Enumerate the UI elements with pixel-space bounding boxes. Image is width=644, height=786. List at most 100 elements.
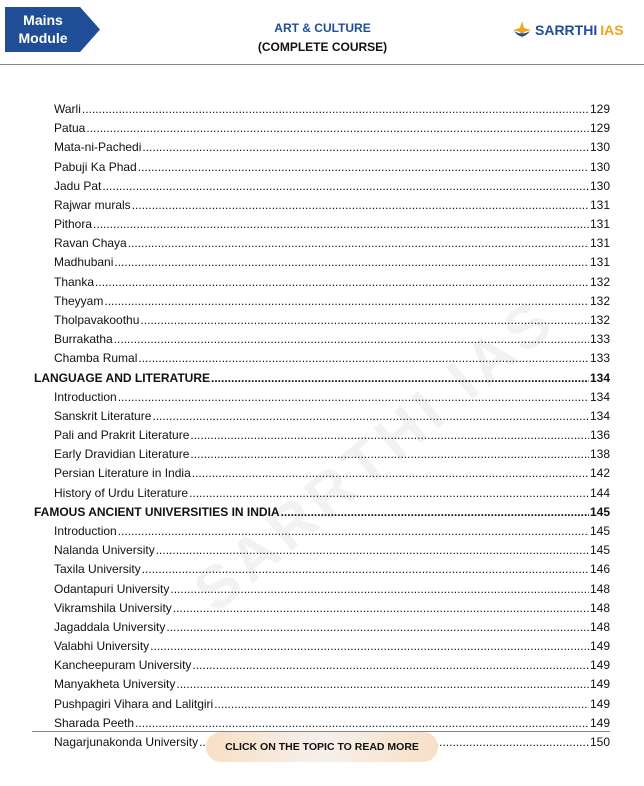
leader-dots [150, 639, 589, 653]
toc-entry[interactable]: Pithora 131 [54, 217, 610, 233]
leader-dots [104, 294, 589, 308]
toc-entry[interactable]: Tholpavakoothu 132 [54, 313, 610, 329]
toc-label: Rajwar murals [54, 197, 131, 212]
leader-dots [140, 313, 589, 327]
toc-label: Patua [54, 121, 86, 136]
leader-dots [190, 447, 589, 461]
toc-label: Madhubani [54, 255, 114, 270]
toc-section[interactable]: FAMOUS ANCIENT UNIVERSITIES IN INDIA 145 [34, 505, 610, 521]
toc-section[interactable]: LANGUAGE AND LITERATURE 134 [34, 371, 610, 387]
toc-page-number: 146 [589, 562, 610, 577]
toc-entry[interactable]: History of Urdu Literature 144 [54, 486, 610, 502]
toc-label: Ravan Chaya [54, 236, 127, 251]
toc-label: Taxila University [54, 562, 141, 577]
toc-label: Persian Literature in India [54, 466, 191, 481]
toc-page-number: 134 [589, 389, 610, 404]
leader-dots [152, 409, 589, 423]
toc-entry[interactable]: Early Dravidian Literature 138 [54, 447, 610, 463]
toc-page-number: 131 [589, 236, 610, 251]
toc-entry[interactable]: Theyyam 132 [54, 294, 610, 310]
toc-entry[interactable]: Madhubani 131 [54, 255, 610, 271]
toc-entry[interactable]: Burrakatha 133 [54, 332, 610, 348]
toc-label: Early Dravidian Literature [54, 447, 190, 462]
header-divider [0, 64, 644, 65]
toc-page-number: 131 [589, 255, 610, 270]
toc-entry[interactable]: Nagarjunakonda University 150 [54, 735, 610, 751]
toc-label: Vikramshila University [54, 600, 172, 615]
toc-page-number: 149 [589, 658, 610, 673]
toc-entry[interactable]: Patua 129 [54, 121, 610, 137]
toc-page-number: 130 [589, 159, 610, 174]
toc-entry[interactable]: Introduction 145 [54, 524, 610, 540]
leader-dots [166, 620, 589, 634]
read-more-button[interactable]: CLICK ON THE TOPIC TO READ MORE [206, 732, 438, 762]
toc-entry[interactable]: Thanka 132 [54, 275, 610, 291]
toc-entry[interactable]: Manyakheta University 149 [54, 677, 610, 693]
logo-accent: IAS [600, 22, 624, 38]
toc-entry[interactable]: Sharada Peeth 149 [54, 716, 610, 732]
toc-label: Sanskrit Literature [54, 408, 152, 423]
toc-label: Introduction [54, 389, 117, 404]
toc-entry[interactable]: Pali and Prakrit Literature 136 [54, 428, 610, 444]
leader-dots [138, 160, 589, 174]
toc-page-number: 130 [589, 178, 610, 193]
toc-label: Thanka [54, 274, 95, 289]
toc-label: Warli [54, 102, 81, 116]
toc-page-number: 149 [589, 677, 610, 692]
toc-entry[interactable]: Kancheepuram University 149 [54, 658, 610, 674]
toc-label: FAMOUS ANCIENT UNIVERSITIES IN INDIA [34, 504, 280, 519]
toc-entry[interactable]: Warli 129 [54, 102, 610, 118]
toc-page-number: 145 [589, 504, 610, 519]
toc-page-number: 133 [589, 351, 610, 366]
toc-label: Odantapuri University [54, 581, 170, 596]
toc-page-number: 129 [589, 102, 610, 116]
leader-dots [138, 351, 589, 365]
leader-dots [176, 677, 589, 691]
course-subtitle: (COMPLETE COURSE) [257, 40, 388, 54]
toc-entry[interactable]: Taxila University 146 [54, 562, 610, 578]
badge-line2: Module [18, 30, 68, 46]
toc-entry[interactable]: Jagaddala University 148 [54, 620, 610, 636]
toc-entry[interactable]: Rajwar murals 131 [54, 198, 610, 214]
leader-dots [192, 658, 589, 672]
toc-label: LANGUAGE AND LITERATURE [34, 370, 210, 385]
leader-dots [132, 198, 589, 212]
toc-page-number: 145 [589, 523, 610, 538]
leader-dots [281, 505, 589, 519]
toc-entry[interactable]: Valabhi University 149 [54, 639, 610, 655]
toc-label: Burrakatha [54, 332, 113, 347]
toc-entry[interactable]: Pushpagiri Vihara and Lalitgiri 149 [54, 697, 610, 713]
leader-dots [214, 697, 589, 711]
toc-entry[interactable]: Sanskrit Literature 134 [54, 409, 610, 425]
toc-entry[interactable]: Mata-ni-Pachedi 130 [54, 140, 610, 156]
star-flame-icon [513, 21, 531, 39]
toc-page-number: 149 [589, 639, 610, 654]
leader-dots [82, 102, 589, 116]
toc-label: Mata-ni-Pachedi [54, 140, 142, 155]
toc-entry[interactable]: Vikramshila University 148 [54, 601, 610, 617]
toc-entry[interactable]: Ravan Chaya 131 [54, 236, 610, 252]
toc-label: Pabuji Ka Phad [54, 159, 137, 174]
toc-page-number: 134 [589, 408, 610, 423]
leader-dots [86, 121, 589, 135]
footer-divider [32, 731, 610, 732]
toc-entry[interactable]: Chamba Rumal 133 [54, 351, 610, 367]
toc-entry[interactable]: Persian Literature in India 142 [54, 466, 610, 482]
toc-entry[interactable]: Odantapuri University 148 [54, 582, 610, 598]
leader-dots [118, 524, 589, 538]
leader-dots [114, 255, 589, 269]
badge-line1: Mains [23, 12, 63, 28]
toc-entry[interactable]: Introduction 134 [54, 390, 610, 406]
leader-dots [135, 716, 589, 730]
toc-label: Kancheepuram University [54, 658, 192, 673]
toc-label: Jadu Pat [54, 178, 102, 193]
toc-entry[interactable]: Nalanda University 145 [54, 543, 610, 559]
leader-dots [102, 179, 589, 193]
toc-entry[interactable]: Jadu Pat 130 [54, 179, 610, 195]
toc-page-number: 130 [589, 140, 610, 155]
leader-dots [173, 601, 589, 615]
toc-entry[interactable]: Pabuji Ka Phad 130 [54, 160, 610, 176]
toc-page-number: 148 [589, 600, 610, 615]
leader-dots [93, 217, 589, 231]
